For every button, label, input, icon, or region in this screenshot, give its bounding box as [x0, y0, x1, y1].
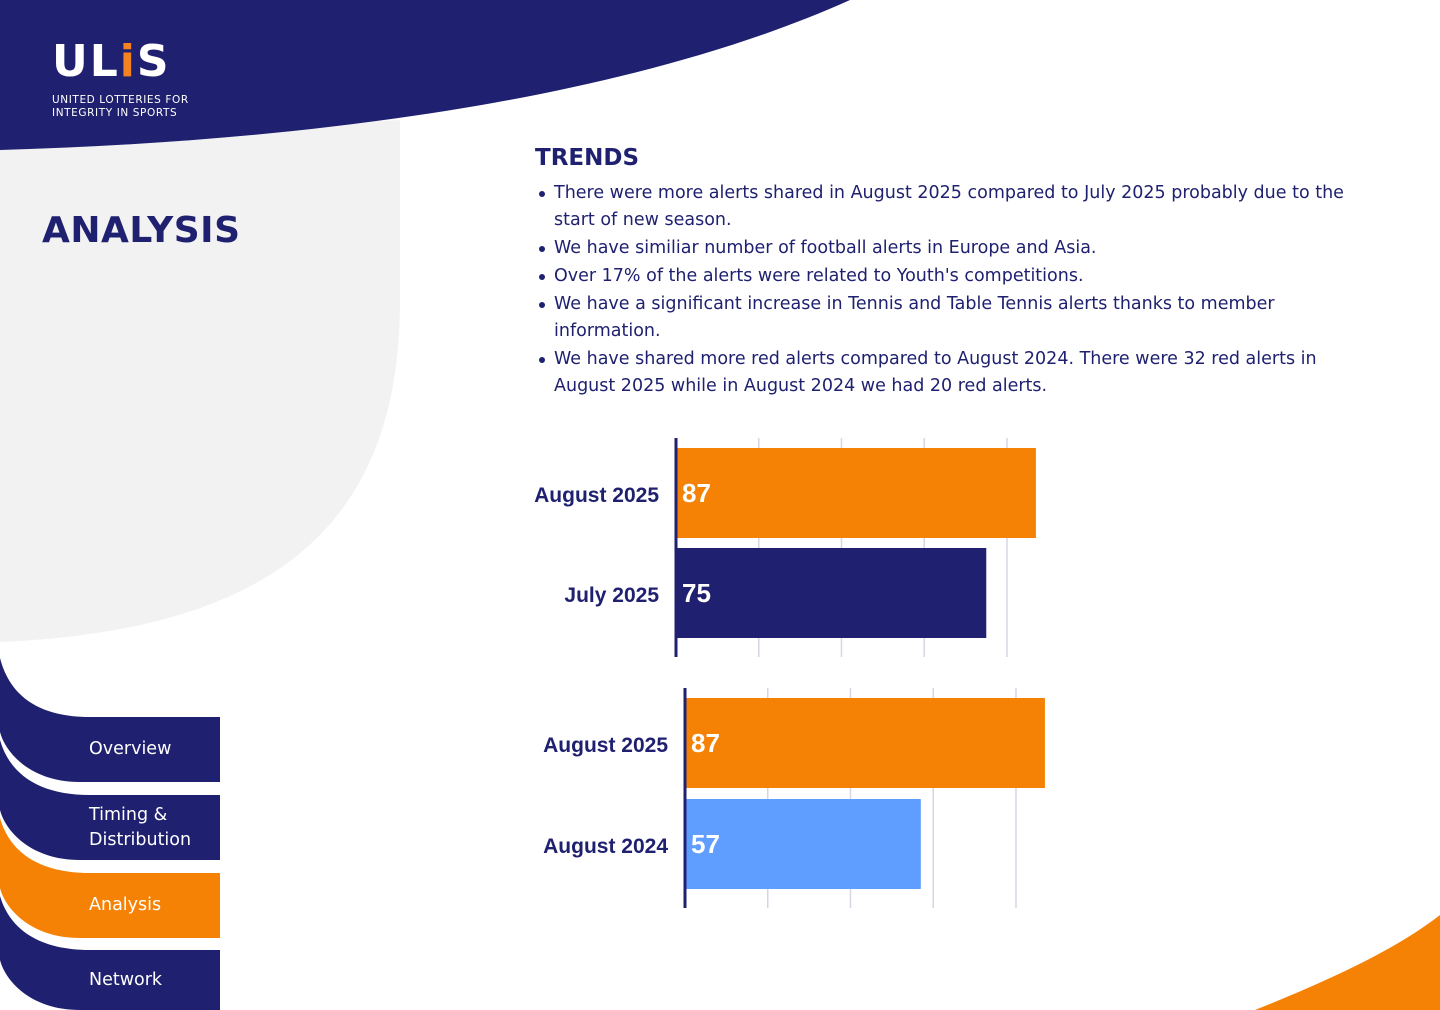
- bullet-dot: [539, 302, 545, 308]
- header-arc: [0, 0, 850, 150]
- bullet-dot: [539, 191, 545, 197]
- trends-title: TRENDS: [535, 145, 640, 171]
- logo: ULiS UNITED LOTTERIES FOR INTEGRITY IN S…: [52, 40, 212, 120]
- logo-wordmark: ULiS: [52, 36, 171, 87]
- nav-tab-label-line: Analysis: [89, 895, 162, 915]
- bar-value-label: 87: [682, 478, 711, 508]
- nav-tab-label: Timing & Distribution: [89, 803, 191, 853]
- bar: [676, 548, 987, 638]
- trend-item: There were more alerts shared in August …: [538, 180, 1378, 234]
- trend-text: We have similiar number of football aler…: [554, 238, 1097, 258]
- corner-accent: [1255, 915, 1440, 1010]
- bar-value-label: 87: [691, 728, 720, 758]
- nav-tab-label: Analysis: [89, 893, 161, 918]
- category-label: August 2025: [543, 734, 668, 757]
- gray-side-panel: [0, 120, 400, 642]
- nav-tab-label: Network: [89, 968, 162, 993]
- trend-text: Over 17% of the alerts were related to Y…: [554, 266, 1084, 286]
- page-title: ANALYSIS: [42, 210, 241, 251]
- trend-item: We have similiar number of football aler…: [538, 235, 1378, 262]
- trends-list: There were more alerts shared in August …: [538, 180, 1378, 401]
- trend-text: There were more alerts shared in August …: [554, 183, 1344, 230]
- nav-tab-label-line: Overview: [89, 739, 172, 759]
- nav-tab-label: Overview: [89, 737, 171, 762]
- trend-text: We have a significant increase in Tennis…: [554, 294, 1275, 341]
- tagline-line-2: INTEGRITY IN SPORTS: [52, 107, 178, 119]
- tagline-line-1: UNITED LOTTERIES FOR: [52, 94, 189, 106]
- nav-tab-shape: [0, 740, 220, 860]
- nav-tab-network[interactable]: Network: [0, 950, 220, 1010]
- bar: [676, 448, 1036, 538]
- nav-tab-overview[interactable]: Overview: [0, 717, 220, 782]
- nav-tab-shape: [0, 896, 220, 1010]
- logo-tagline: UNITED LOTTERIES FOR INTEGRITY IN SPORTS: [52, 94, 212, 120]
- nav-tab-label-line: Network: [89, 969, 163, 990]
- trend-item: We have shared more red alerts compared …: [538, 346, 1378, 400]
- bullet-dot: [539, 246, 545, 252]
- nav-tab-timing-distribution[interactable]: Timing & Distribution: [0, 795, 220, 860]
- bar: [685, 698, 1045, 788]
- bar-value-label: 75: [682, 578, 711, 608]
- trend-item: Over 17% of the alerts were related to Y…: [538, 263, 1378, 290]
- logo-mark: ULiS: [52, 40, 212, 84]
- nav-tab-analysis[interactable]: Analysis: [0, 873, 220, 938]
- category-label: August 2024: [543, 835, 668, 858]
- category-label: August 2025: [534, 484, 659, 507]
- nav-tab-shape: [0, 818, 220, 938]
- nav-tab-label-line: Timing &: [89, 804, 168, 825]
- bullet-dot: [539, 357, 545, 363]
- bullet-dot: [539, 274, 545, 280]
- trend-text: We have shared more red alerts compared …: [554, 349, 1317, 396]
- bar-value-label: 57: [691, 829, 720, 859]
- bar: [685, 799, 921, 889]
- nav-tab-shape: [0, 658, 220, 782]
- nav-tab-label-line: Distribution: [89, 829, 192, 850]
- category-label: July 2025: [564, 584, 659, 607]
- trend-item: We have a significant increase in Tennis…: [538, 291, 1378, 345]
